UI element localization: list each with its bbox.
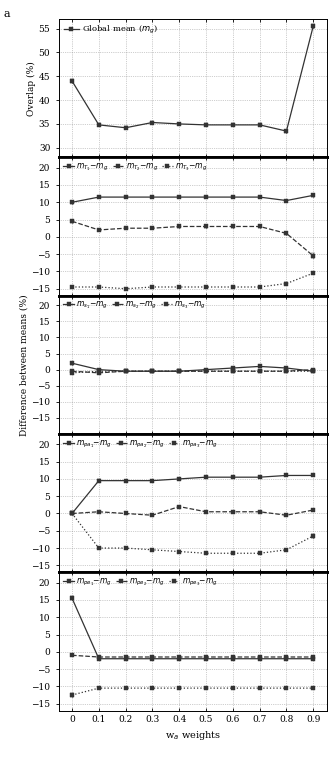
Legend: $m_{pe_1}$$-$$m_g$, $m_{pe_2}$$-$$m_g$, $m_{pe_3}$$-$$m_g$: $m_{pe_1}$$-$$m_g$, $m_{pe_2}$$-$$m_g$, …	[62, 576, 218, 589]
Y-axis label: Overlap (%): Overlap (%)	[27, 61, 36, 116]
Y-axis label: Difference between means (%): Difference between means (%)	[19, 294, 28, 435]
Legend: $m_{T_1}$$-$$m_g$, $m_{T_2}$$-$$m_g$, $m_{T_3}$$-$$m_g$: $m_{T_1}$$-$$m_g$, $m_{T_2}$$-$$m_g$, $m…	[62, 161, 208, 174]
X-axis label: w$_a$ weights: w$_a$ weights	[164, 729, 221, 742]
Text: a: a	[3, 9, 10, 19]
Legend: $m_{s_1}$$-$$m_g$, $m_{s_2}$$-$$m_g$, $m_{s_3}$$-$$m_g$: $m_{s_1}$$-$$m_g$, $m_{s_2}$$-$$m_g$, $m…	[62, 299, 207, 312]
Legend: Global mean ($m_g$): Global mean ($m_g$)	[63, 23, 159, 37]
Legend: $m_{pa_1}$$-$$m_g$, $m_{pa_2}$$-$$m_g$, $m_{pa_3}$$-$$m_g$: $m_{pa_1}$$-$$m_g$, $m_{pa_2}$$-$$m_g$, …	[62, 438, 218, 451]
